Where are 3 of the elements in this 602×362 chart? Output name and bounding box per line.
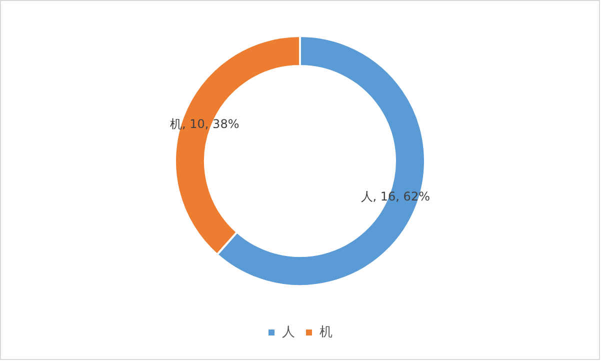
legend-label: 机	[320, 324, 332, 340]
legend-label: 人	[282, 324, 295, 340]
data-label: 机, 10, 38%	[170, 116, 240, 131]
